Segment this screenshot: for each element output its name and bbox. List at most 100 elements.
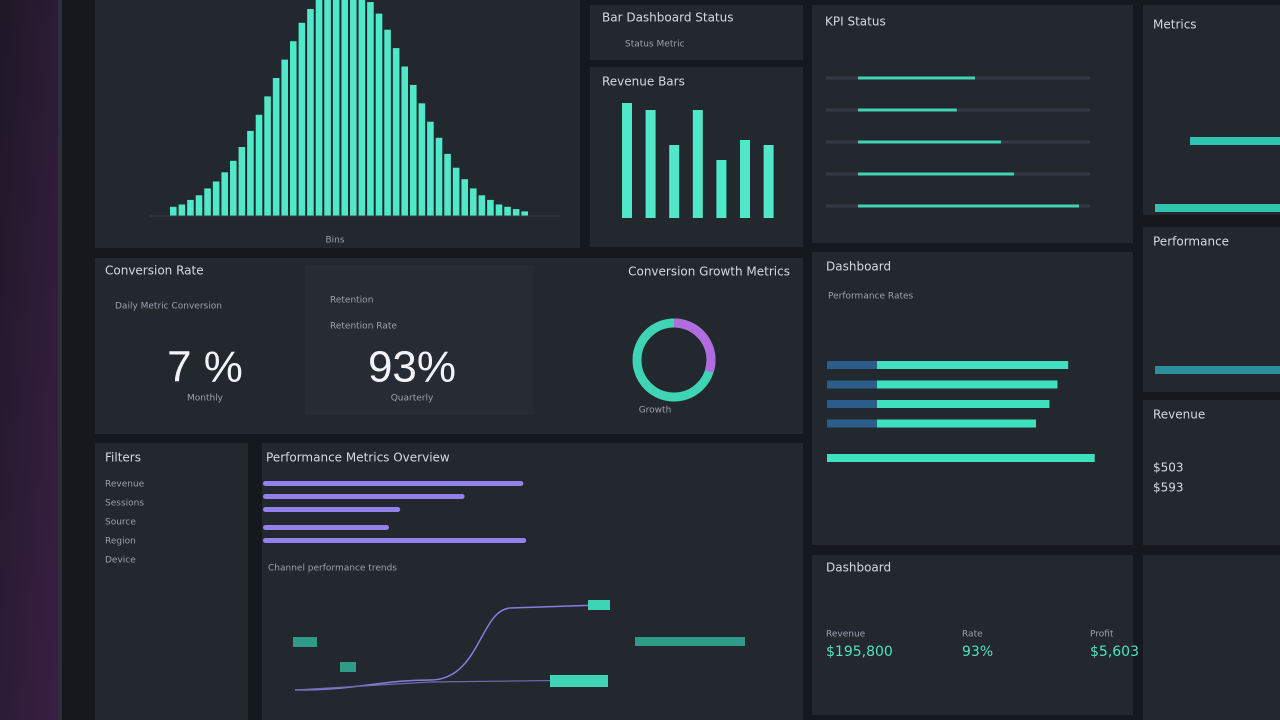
histogram-bar bbox=[521, 211, 528, 216]
panel bbox=[1143, 5, 1280, 215]
progress-bar bbox=[877, 361, 1069, 369]
flow-node bbox=[588, 600, 610, 610]
flow-node bbox=[635, 637, 745, 646]
histogram-bar bbox=[170, 206, 177, 216]
histogram-bar bbox=[487, 199, 494, 216]
histogram-bar bbox=[418, 103, 426, 216]
filter-item: Revenue bbox=[105, 480, 145, 490]
donut-title: Conversion Growth Metrics bbox=[628, 265, 790, 279]
flow-node bbox=[293, 637, 317, 647]
summary-label: Profit bbox=[1090, 630, 1114, 640]
donut-label: Growth bbox=[639, 406, 672, 416]
panel-title: Performance bbox=[1153, 235, 1229, 249]
bar bbox=[763, 145, 774, 218]
kpi-value: 7 % bbox=[167, 343, 243, 392]
histogram-bar bbox=[324, 0, 331, 216]
bar bbox=[692, 110, 703, 218]
panel-title: Revenue Bars bbox=[602, 75, 685, 89]
bar bbox=[645, 110, 656, 218]
kpi-sub: Quarterly bbox=[391, 394, 434, 404]
histogram-bar bbox=[444, 153, 451, 216]
histogram-bar bbox=[247, 130, 254, 216]
progress-head bbox=[827, 400, 877, 408]
histogram-bar bbox=[435, 137, 443, 216]
histogram-bar bbox=[452, 167, 460, 216]
histogram-bar bbox=[290, 41, 297, 217]
histogram-bar bbox=[470, 188, 477, 216]
kpi-sub: Monthly bbox=[187, 394, 224, 404]
histogram-bar bbox=[478, 195, 486, 216]
bar bbox=[740, 140, 750, 218]
histogram-bar bbox=[367, 2, 374, 216]
histogram-bar bbox=[410, 84, 417, 217]
histogram-bar bbox=[281, 59, 288, 216]
summary-value: $195,800 bbox=[826, 644, 893, 660]
progress-head bbox=[827, 419, 877, 428]
panel bbox=[812, 555, 1133, 715]
panel-title: Metrics bbox=[1153, 18, 1197, 32]
panel-title: KPI Status bbox=[825, 15, 886, 29]
panel bbox=[305, 265, 533, 415]
panel bbox=[812, 252, 1133, 545]
panel-title: Filters bbox=[105, 451, 141, 465]
purple-bar bbox=[263, 538, 527, 543]
filter-item: Source bbox=[105, 518, 136, 528]
panel bbox=[1143, 555, 1280, 720]
histogram-bar bbox=[204, 188, 211, 216]
histogram-bar bbox=[187, 199, 194, 216]
side-value: $593 bbox=[1153, 481, 1184, 495]
panel-title: Revenue bbox=[1153, 408, 1205, 422]
histogram-bar bbox=[495, 204, 503, 216]
panel-title: Bar Dashboard Status bbox=[602, 11, 734, 25]
divider bbox=[58, 0, 62, 720]
histogram-bar bbox=[298, 22, 306, 216]
panel bbox=[1143, 400, 1280, 545]
progress-bar bbox=[877, 380, 1058, 389]
panel bbox=[590, 5, 803, 60]
histogram-bar bbox=[401, 66, 408, 216]
progress-bar bbox=[877, 400, 1050, 408]
donut-segment bbox=[632, 318, 716, 402]
filter-item: Sessions bbox=[105, 499, 144, 509]
panel-subtitle: Channel performance trends bbox=[268, 564, 397, 574]
filter-item: Region bbox=[105, 537, 136, 547]
histogram-bar bbox=[392, 48, 400, 216]
kpi-title: Conversion Rate bbox=[105, 264, 204, 278]
histogram-bar bbox=[264, 96, 271, 216]
histogram-bar bbox=[212, 181, 220, 216]
summary-label: Rate bbox=[962, 630, 983, 640]
summary-value: 93% bbox=[962, 644, 993, 660]
histogram-bar bbox=[272, 78, 280, 216]
histogram-bar bbox=[332, 0, 340, 216]
histogram-bar bbox=[504, 206, 511, 216]
panel bbox=[1143, 227, 1280, 392]
histogram-bar bbox=[307, 9, 314, 216]
purple-bar bbox=[263, 507, 401, 512]
bar bbox=[622, 103, 632, 218]
panel-title: Dashboard bbox=[826, 260, 891, 274]
progress-total bbox=[827, 454, 1095, 462]
flow-line bbox=[294, 679, 601, 691]
panel bbox=[812, 5, 1133, 243]
bar bbox=[669, 145, 680, 218]
side-value: $503 bbox=[1153, 461, 1184, 475]
progress-head bbox=[827, 361, 877, 369]
flow-node bbox=[550, 675, 608, 687]
panel-subtitle: Performance Rates bbox=[828, 292, 914, 302]
histogram-bar bbox=[195, 195, 203, 216]
panel-title: Dashboard bbox=[826, 561, 891, 575]
histogram-bar bbox=[350, 0, 357, 216]
purple-bar bbox=[263, 494, 465, 499]
panel bbox=[95, 443, 248, 720]
histogram-bar bbox=[461, 179, 468, 216]
side-strip bbox=[0, 0, 58, 720]
panel-title: Performance Metrics Overview bbox=[266, 451, 450, 465]
kpi-value: 93% bbox=[368, 343, 456, 392]
histogram-bar bbox=[358, 0, 366, 217]
flow-node bbox=[340, 662, 356, 672]
kpi-label: Daily Metric Conversion bbox=[115, 302, 222, 312]
histogram-bar bbox=[427, 121, 434, 216]
histogram-bar bbox=[238, 147, 246, 216]
progress-head bbox=[827, 380, 877, 389]
